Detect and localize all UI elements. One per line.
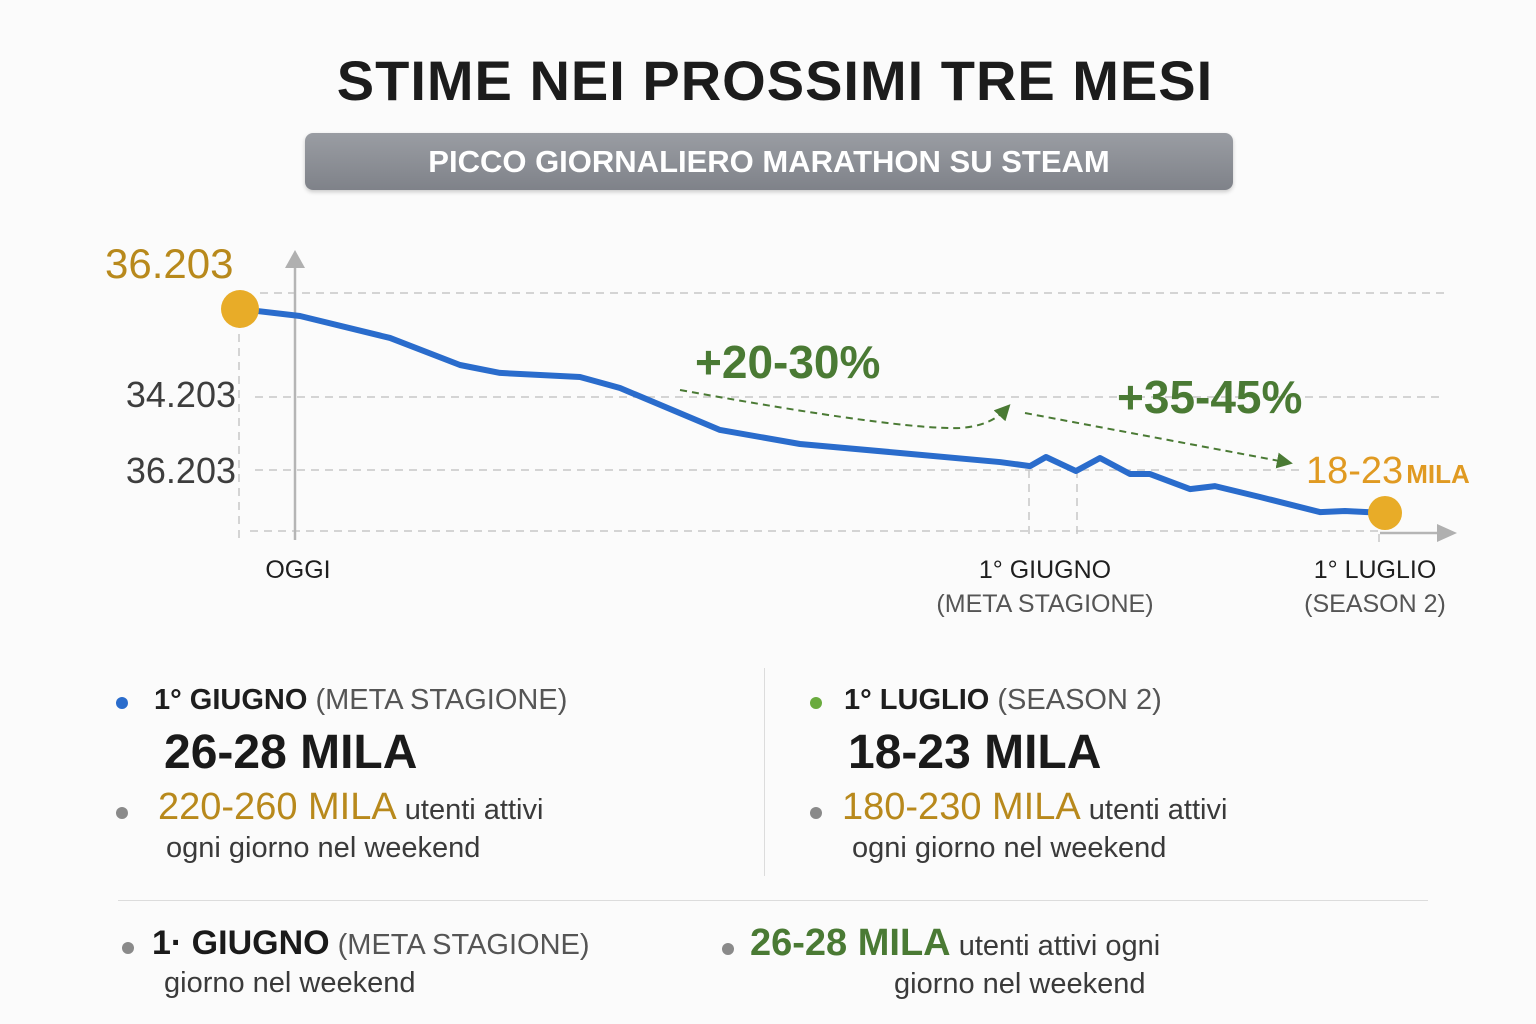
line-chart bbox=[221, 250, 1457, 542]
card-value: 18-23 MILA bbox=[848, 726, 1102, 779]
card-text: utenti attivi bbox=[1088, 794, 1228, 826]
footer-range: 26-28 MILA bbox=[750, 922, 951, 964]
card-note: (SEASON 2) bbox=[997, 684, 1162, 716]
end-value-unit: MILA bbox=[1406, 459, 1470, 489]
end-point-marker bbox=[1368, 496, 1402, 530]
annotation-label: +35-45% bbox=[1117, 371, 1303, 423]
gray-dot-icon bbox=[116, 807, 128, 819]
series-line bbox=[237, 306, 1388, 516]
x-label-sub: (SEASON 2) bbox=[1304, 590, 1446, 618]
footer-text: giorno nel weekend bbox=[164, 967, 416, 999]
footer-date: 1· GIUGNO bbox=[152, 924, 330, 962]
x-axis-arrow-icon bbox=[1437, 524, 1457, 542]
end-value-label: 18-23 MILA bbox=[1306, 450, 1470, 493]
card-date: 1° LUGLIO bbox=[844, 684, 990, 716]
card-range: 220-260 MILA bbox=[158, 786, 397, 828]
footer-note: (META STAGIONE) bbox=[337, 929, 590, 961]
y-tick-label: 34.203 bbox=[125, 374, 236, 415]
card-giugno: 1° GIUGNO (META STAGIONE) 26-28 MILA 220… bbox=[116, 684, 567, 867]
green-dot-icon bbox=[810, 697, 822, 709]
start-value-label: 36.203 bbox=[105, 240, 234, 287]
x-label-main: 1° GIUGNO bbox=[978, 556, 1112, 584]
trend-arrow-1 bbox=[679, 389, 1011, 430]
card-value: 26-28 MILA bbox=[164, 726, 418, 779]
footer-left: 1· GIUGNO (META STAGIONE) giorno nel wee… bbox=[122, 924, 742, 1002]
gray-dot-icon bbox=[722, 943, 734, 955]
divider bbox=[764, 668, 765, 876]
y-axis-arrow-icon bbox=[285, 250, 305, 268]
card-text: utenti attivi bbox=[404, 794, 544, 826]
card-note: (META STAGIONE) bbox=[315, 684, 568, 716]
footer-right: 26-28 MILA utenti attivi ogni giorno nel… bbox=[722, 924, 1422, 1003]
trend-arrow-2 bbox=[1024, 412, 1293, 469]
footer-text: giorno nel weekend bbox=[894, 968, 1146, 1000]
card-date: 1° GIUGNO bbox=[154, 684, 308, 716]
end-value: 18-23 bbox=[1306, 450, 1404, 492]
gray-dot-icon bbox=[122, 942, 134, 954]
x-label-luglio: 1° LUGLIO (SEASON 2) bbox=[1270, 553, 1480, 621]
gray-dot-icon bbox=[810, 807, 822, 819]
start-point-marker bbox=[221, 290, 259, 328]
footer-text: utenti attivi ogni bbox=[958, 930, 1161, 962]
card-luglio: 1° LUGLIO (SEASON 2) 18-23 MILA 180-230 … bbox=[810, 684, 1227, 867]
page-title: STIME NEI PROSSIMI TRE MESI bbox=[336, 49, 1214, 112]
x-label-main: OGGI bbox=[265, 556, 331, 584]
card-range: 180-230 MILA bbox=[842, 786, 1081, 828]
x-label-oggi: OGGI bbox=[228, 553, 368, 587]
subtitle-banner: PICCO GIORNALIERO MARATHON SU STEAM bbox=[305, 133, 1233, 190]
annotation-label: +20-30% bbox=[695, 336, 881, 388]
y-tick-label: 36.203 bbox=[125, 450, 236, 491]
divider bbox=[118, 900, 1428, 901]
x-label-main: 1° LUGLIO bbox=[1313, 556, 1437, 584]
x-label-sub: (META STAGIONE) bbox=[936, 590, 1154, 618]
card-text: ogni giorno nel weekend bbox=[852, 832, 1167, 864]
x-label-giugno: 1° GIUGNO (META STAGIONE) bbox=[900, 553, 1190, 621]
blue-dot-icon bbox=[116, 697, 128, 709]
card-text: ogni giorno nel weekend bbox=[166, 832, 481, 864]
